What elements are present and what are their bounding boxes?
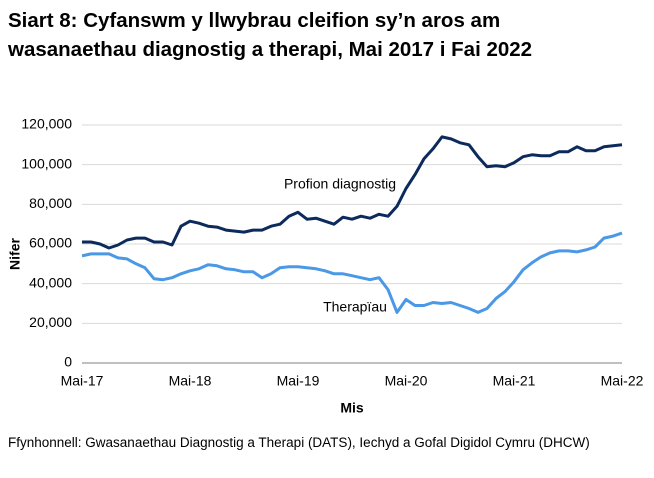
x-axis-label: Mis bbox=[340, 400, 364, 416]
y-axis-label: Nifer bbox=[7, 238, 23, 270]
y-tick-label: 20,000 bbox=[29, 314, 72, 330]
chart: Nifer Mis 0 20,000 40,000 60,000 80,000 100,0… bbox=[7, 116, 644, 416]
series-line bbox=[82, 135, 623, 250]
y-tick-label: 40,000 bbox=[29, 274, 72, 290]
source-note: Ffynhonnell: Gwasanaethau Diagnostig a T… bbox=[8, 435, 590, 450]
series-label: Profion diagnostig bbox=[284, 176, 396, 192]
x-tick-label: Mai-21 bbox=[493, 373, 536, 389]
x-tick-label: Mai-19 bbox=[277, 373, 320, 389]
series-label: Therapïau bbox=[323, 299, 387, 315]
y-tick-label: 0 bbox=[64, 354, 72, 370]
chart-title: Siart 8: Cyfanswm y llwybrau cleifion sy… bbox=[8, 9, 533, 61]
x-tick-label: Mai-18 bbox=[169, 373, 212, 389]
y-tick-label: 60,000 bbox=[29, 235, 72, 251]
x-tick-label: Mai-22 bbox=[601, 373, 644, 389]
y-tick-label: 120,000 bbox=[21, 116, 72, 132]
y-tick-label: 80,000 bbox=[29, 195, 72, 211]
y-tick-label: 100,000 bbox=[21, 155, 72, 171]
series-line bbox=[81, 231, 623, 314]
x-tick-label: Mai-20 bbox=[385, 373, 428, 389]
x-tick-label: Mai-17 bbox=[61, 373, 104, 389]
